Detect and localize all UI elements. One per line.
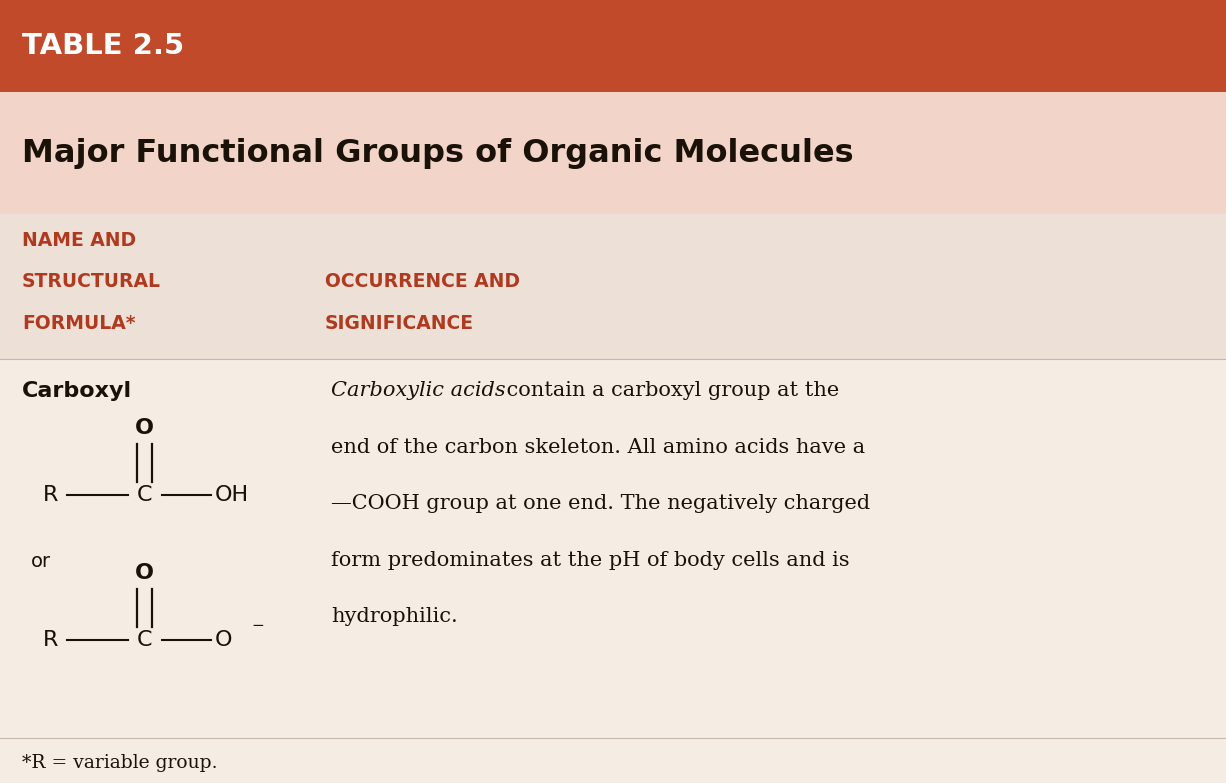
Text: C: C [137, 485, 152, 505]
Bar [0, 0, 1226, 92]
Text: C: C [137, 630, 152, 650]
Text: FORMULA*: FORMULA* [22, 314, 136, 333]
Bar [0, 92, 1226, 214]
Bar [0, 738, 1226, 783]
Text: Carboxyl: Carboxyl [22, 381, 132, 402]
Text: OH: OH [215, 485, 249, 505]
Bar [0, 214, 1226, 359]
Text: O: O [135, 418, 154, 438]
Text: NAME AND: NAME AND [22, 231, 136, 250]
Text: Carboxylic acids: Carboxylic acids [331, 381, 505, 400]
Text: SIGNIFICANCE: SIGNIFICANCE [325, 314, 474, 333]
Text: form predominates at the pH of body cells and is: form predominates at the pH of body cell… [331, 550, 850, 569]
Text: —COOH group at one end. The negatively charged: —COOH group at one end. The negatively c… [331, 494, 870, 513]
Bar [0, 359, 1226, 738]
Text: OCCURRENCE AND: OCCURRENCE AND [325, 272, 520, 291]
Text: Major Functional Groups of Organic Molecules: Major Functional Groups of Organic Molec… [22, 138, 853, 168]
Text: contain a carboxyl group at the: contain a carboxyl group at the [500, 381, 840, 400]
Text: end of the carbon skeleton. All amino acids have a: end of the carbon skeleton. All amino ac… [331, 438, 866, 456]
Text: R: R [43, 630, 59, 650]
Text: O: O [135, 563, 154, 583]
Text: STRUCTURAL: STRUCTURAL [22, 272, 161, 291]
Text: hydrophilic.: hydrophilic. [331, 607, 457, 626]
Text: R: R [43, 485, 59, 505]
Text: *R = variable group.: *R = variable group. [22, 754, 217, 772]
Text: or: or [31, 552, 50, 571]
Text: O: O [215, 630, 232, 650]
Text: −: − [251, 619, 264, 633]
Text: TABLE 2.5: TABLE 2.5 [22, 32, 184, 60]
